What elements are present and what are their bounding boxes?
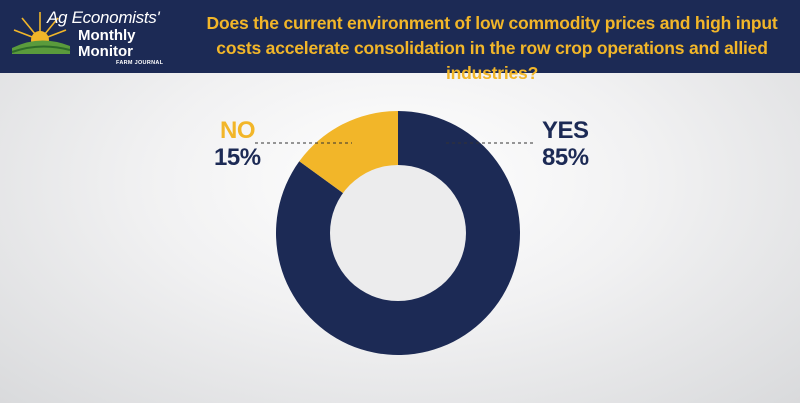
survey-question-title: Does the current environment of low comm…	[206, 13, 778, 83]
donut-hole	[330, 165, 466, 301]
logo-line-ag-economists: Ag Economists'	[47, 8, 160, 27]
sun-field-logo-icon	[11, 12, 71, 54]
logo-line-monitor: Monitor	[78, 43, 133, 60]
logo-farm-journal: FARM JOURNAL	[116, 60, 164, 66]
header-banner: Ag Economists' Monthly Monitor FARM JOUR…	[0, 0, 800, 83]
ag-economists-monthly-monitor-logo: Ag Economists' Monthly Monitor FARM JOUR…	[10, 2, 180, 70]
yes-slice-label: YES	[542, 117, 589, 144]
no-slice-label: NO	[220, 117, 256, 144]
yes-slice-value: 85%	[542, 144, 589, 171]
logo-line-monthly: Monthly	[78, 27, 136, 44]
no-slice-value: 15%	[214, 144, 261, 171]
